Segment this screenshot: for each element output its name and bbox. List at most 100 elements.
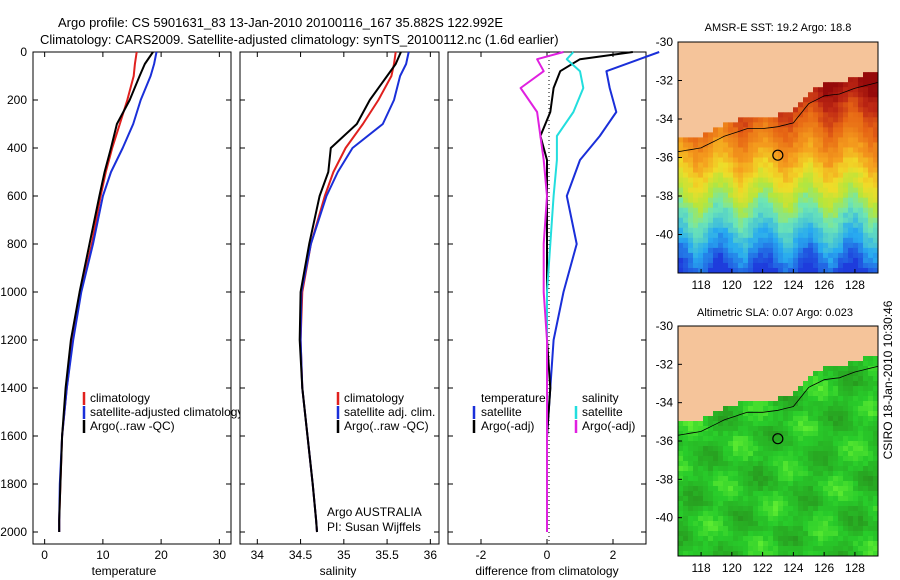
sla-map-cell (798, 481, 804, 487)
sla-map-cell (728, 346, 734, 352)
sst-map-cell (808, 42, 814, 48)
sla-map-cell (823, 366, 829, 372)
sst-map-cell (863, 157, 869, 163)
sst-map-cell (688, 232, 694, 239)
sst-map-cell (693, 112, 699, 118)
sst-map-cell (728, 157, 734, 163)
sst-map-cell (778, 197, 784, 204)
sla-map-cell (818, 351, 824, 357)
sst-map-cell (843, 172, 849, 178)
sla-map-cell (748, 476, 754, 482)
y-tick-label: 0 (20, 45, 27, 59)
sla-map-cell (738, 391, 744, 397)
sla-map-cell (733, 386, 739, 392)
sla-map-cell (783, 496, 789, 502)
sla-map-cell (753, 336, 759, 342)
sst-map-cell (768, 72, 774, 78)
sla-map-cell (743, 331, 749, 337)
sla-map-cell (743, 411, 749, 417)
sla-map-cell (843, 531, 849, 537)
sst-map-cell (818, 97, 824, 103)
sla-map-cell (738, 546, 744, 552)
sst-map-cell (808, 227, 814, 234)
sla-map-cell (843, 491, 849, 497)
sla-map-cell (838, 341, 844, 347)
sst-map-cell (873, 127, 879, 133)
sst-map-cell (678, 82, 684, 88)
sst-map-cell (798, 137, 804, 143)
sla-map-cell (798, 486, 804, 492)
sst-map-cell (758, 202, 764, 209)
sla-map-cell (848, 386, 854, 392)
sst-map-cell (813, 172, 819, 178)
sla-map-cell (818, 546, 824, 552)
sla-map-cell (678, 351, 684, 357)
sst-map-cell (868, 217, 874, 224)
sst-map-cell (783, 177, 789, 184)
sla-map-cell (793, 521, 799, 527)
sla-map-cell (683, 371, 689, 377)
sst-map-cell (818, 157, 824, 163)
sla-map-cell (738, 346, 744, 352)
sst-map-cell (743, 232, 749, 239)
sla-map-cell (813, 436, 819, 442)
sst-map-cell (868, 52, 874, 58)
sst-map-cell (748, 102, 754, 108)
sst-map-cell (868, 142, 874, 148)
sst-map-cell (778, 212, 784, 219)
sla-map-cell (818, 361, 824, 367)
sla-map-cell (748, 351, 754, 357)
sla-map-cell (813, 551, 819, 557)
sst-map-cell (753, 252, 759, 259)
sst-map-cell (708, 107, 714, 113)
sla-map-cell (688, 346, 694, 352)
sla-map-cell (783, 426, 789, 432)
sst-map-cell (713, 87, 719, 93)
sst-map-cell (763, 152, 769, 158)
sla-map-cell (683, 531, 689, 537)
sla-map-cell (848, 381, 854, 387)
sst-map-cell (783, 252, 789, 259)
sla-map-cell (713, 336, 719, 342)
sst-map-cell (823, 112, 829, 118)
sla-map-cell (868, 341, 874, 347)
sla-map-cell (698, 456, 704, 462)
sla-map-cell (678, 331, 684, 337)
sst-map-cell (768, 77, 774, 83)
sla-map-cell (683, 381, 689, 387)
sst-map-cell (743, 197, 749, 204)
sst-map-cell (733, 122, 739, 128)
sst-map-cell (733, 257, 739, 264)
sla-map-cell (733, 326, 739, 332)
sst-map-cell (848, 52, 854, 58)
sst-map-cell (813, 247, 819, 254)
sst-map-cell (693, 242, 699, 249)
sla-map-cell (868, 351, 874, 357)
sla-map-cell (753, 436, 759, 442)
sla-map-cell (778, 441, 784, 447)
sla-map-cell (823, 466, 829, 472)
sla-map-cell (693, 366, 699, 372)
sst-map-cell (713, 192, 719, 199)
sst-map-cell (798, 202, 804, 209)
sst-map-cell (763, 202, 769, 209)
sst-map-cell (718, 162, 724, 168)
sla-map-cell (713, 371, 719, 377)
sst-map-cell (773, 67, 779, 73)
sla-map-cell (708, 441, 714, 447)
sst-map-cell (843, 42, 849, 48)
sla-map-cell (738, 336, 744, 342)
sla-map-cell (863, 356, 869, 362)
sla-map-cell (858, 326, 864, 332)
sst-map-cell (768, 227, 774, 234)
sst-map-cell (778, 117, 784, 123)
sst-map-cell (868, 222, 874, 229)
sla-map-cell (688, 466, 694, 472)
sla-map-cell (733, 531, 739, 537)
sla-map-cell (738, 471, 744, 477)
sla-map-cell (818, 401, 824, 407)
sst-map-cell (693, 202, 699, 209)
sst-map-cell (818, 267, 824, 274)
sst-map-cell (858, 97, 864, 103)
sst-map-cell (798, 217, 804, 224)
